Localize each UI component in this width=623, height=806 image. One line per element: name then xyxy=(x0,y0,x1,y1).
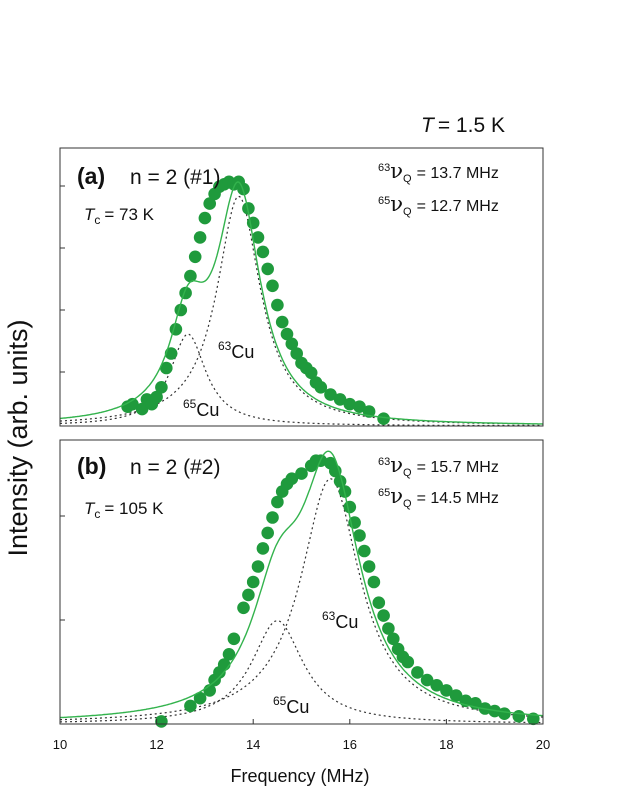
panel-b-nu65: 65νQ = 14.5 MHz xyxy=(378,484,499,510)
panel-b-sample: n = 2 (#2) xyxy=(130,456,220,479)
panel-b-data-point xyxy=(512,710,526,723)
panel-b-cu65-label: 65Cu xyxy=(273,694,309,717)
x-tick-label: 20 xyxy=(536,737,550,752)
panel-b-data-point xyxy=(295,467,308,480)
panel-b-data-point xyxy=(271,495,284,509)
panel-a-data-point xyxy=(251,231,265,244)
panel-b-data-point xyxy=(420,673,434,687)
panel-a-data-point xyxy=(285,337,299,351)
panel-a-cu65-label: 65Cu xyxy=(183,397,219,420)
temperature-label: T = 1.5 K xyxy=(421,114,505,137)
panel-b-data-point xyxy=(256,542,270,555)
panel-b-data-point xyxy=(382,622,395,635)
x-tick-label: 14 xyxy=(246,737,260,752)
panel-a-data-point xyxy=(188,250,202,264)
panel-a-cu63-label: 63Cu xyxy=(218,339,254,362)
panel-b-data-point xyxy=(498,707,511,720)
panel-a-data-point xyxy=(271,298,284,312)
panel-a-data-point xyxy=(377,412,390,426)
panel-b-data-point xyxy=(343,500,357,514)
panel-a-data-point xyxy=(160,361,173,375)
panel-a-data-point xyxy=(333,393,347,406)
panel-a-label: (a) xyxy=(77,163,105,189)
x-tick-label: 12 xyxy=(149,737,163,752)
panel-b-label: (b) xyxy=(77,453,106,479)
panel-a-data-point xyxy=(280,327,294,341)
panel-a-data-point xyxy=(184,269,197,283)
panel-a-data-point xyxy=(237,182,250,196)
panel-a-sample: n = 2 (#1) xyxy=(130,166,220,189)
panel-b-data-point xyxy=(430,679,444,692)
plot-area-a xyxy=(59,175,544,427)
panel-a-fit-curve xyxy=(59,181,543,425)
plot-area-b xyxy=(59,450,544,728)
panel-b-data-point xyxy=(367,575,381,589)
panel-b-data-point xyxy=(184,699,197,713)
panel-b: (b) n = 2 (#2) Tc = 105 K 63νQ = 15.7 MHz … xyxy=(59,439,544,728)
panel-b-data-point xyxy=(246,575,260,589)
panel-b-cu63-component xyxy=(59,478,544,721)
panel-a-data-point xyxy=(304,366,318,380)
panel-a-data-point xyxy=(198,211,212,225)
panel-b-data-point xyxy=(242,588,255,602)
panel-b-cu63-label: 63Cu xyxy=(322,609,358,632)
panel-a-data-point xyxy=(256,245,270,259)
x-axis-label: Frequency (MHz) xyxy=(230,766,369,786)
panel-a-data-point xyxy=(135,402,149,416)
panel-a-data-point xyxy=(164,347,178,360)
panel-a-data-point xyxy=(314,381,328,394)
x-tick-label: 16 xyxy=(343,737,357,752)
panel-a-data-point xyxy=(150,390,163,404)
panel-a-data-point xyxy=(324,388,337,401)
panel-b-data-point xyxy=(261,526,275,540)
panel-a-nu65: 65νQ = 12.7 MHz xyxy=(378,192,499,218)
panel-a-frame xyxy=(59,147,544,427)
panel-a-data-point xyxy=(275,315,289,329)
panel-b-tc: Tc = 105 K xyxy=(84,499,164,521)
panel-b-data-point xyxy=(358,544,371,558)
panel-a-data-point xyxy=(242,202,255,215)
panel-b-data-point xyxy=(377,609,390,622)
panel-a-data-point xyxy=(266,279,279,293)
panel-a-data-point xyxy=(343,397,357,411)
panel-a-data-point xyxy=(203,197,216,210)
x-tick-label: 18 xyxy=(439,737,453,752)
panel-a-data-point xyxy=(126,397,139,411)
panel-b-data-point xyxy=(372,596,386,609)
panel-b-data-point xyxy=(440,684,453,697)
panel-b-data-point xyxy=(411,666,424,679)
y-axis-label: Intensity (arb. units) xyxy=(3,319,33,556)
panel-b-data-point xyxy=(362,560,376,573)
panel-b-data-point xyxy=(285,472,299,486)
panel-b-data-point xyxy=(227,632,241,646)
panel-b-data-point xyxy=(237,601,250,615)
x-tick-label: 10 xyxy=(53,737,67,752)
panel-a-tc: Tc = 73 K xyxy=(84,205,155,227)
panel-a-data-point xyxy=(261,262,275,276)
panel-b-fit-curve xyxy=(59,450,544,719)
panel-a: (a) n = 2 (#1) Tc = 73 K 63νQ = 13.7 MHz 6… xyxy=(59,147,544,427)
panel-a-data-point xyxy=(169,323,183,336)
panel-a-cu63-component xyxy=(60,195,544,425)
panel-a-data-point xyxy=(353,400,366,414)
panel-a-data-point xyxy=(193,231,207,244)
panel-a-cu65-component xyxy=(60,333,543,427)
panel-b-data-point xyxy=(222,648,236,661)
panel-a-nu63: 63νQ = 13.7 MHz xyxy=(378,159,499,185)
panel-b-data-point xyxy=(449,689,463,702)
panel-b-frame xyxy=(59,439,544,725)
panel-b-data-point xyxy=(193,691,207,705)
panel-a-data-point xyxy=(290,347,304,360)
panel-b-cu65-component xyxy=(60,620,543,724)
panel-b-nu63: 63νQ = 15.7 MHz xyxy=(378,453,499,479)
panel-b-data-point xyxy=(155,715,168,728)
x-axis-ticks: 10 12 14 16 18 20 xyxy=(53,719,550,752)
panel-b-data-point xyxy=(266,511,279,524)
panel-a-data-point xyxy=(155,381,168,394)
panel-b-data-point xyxy=(387,632,400,646)
panel-b-data-point xyxy=(251,560,265,573)
panel-b-data-point xyxy=(401,655,415,669)
panel-b-data-point xyxy=(353,529,366,542)
